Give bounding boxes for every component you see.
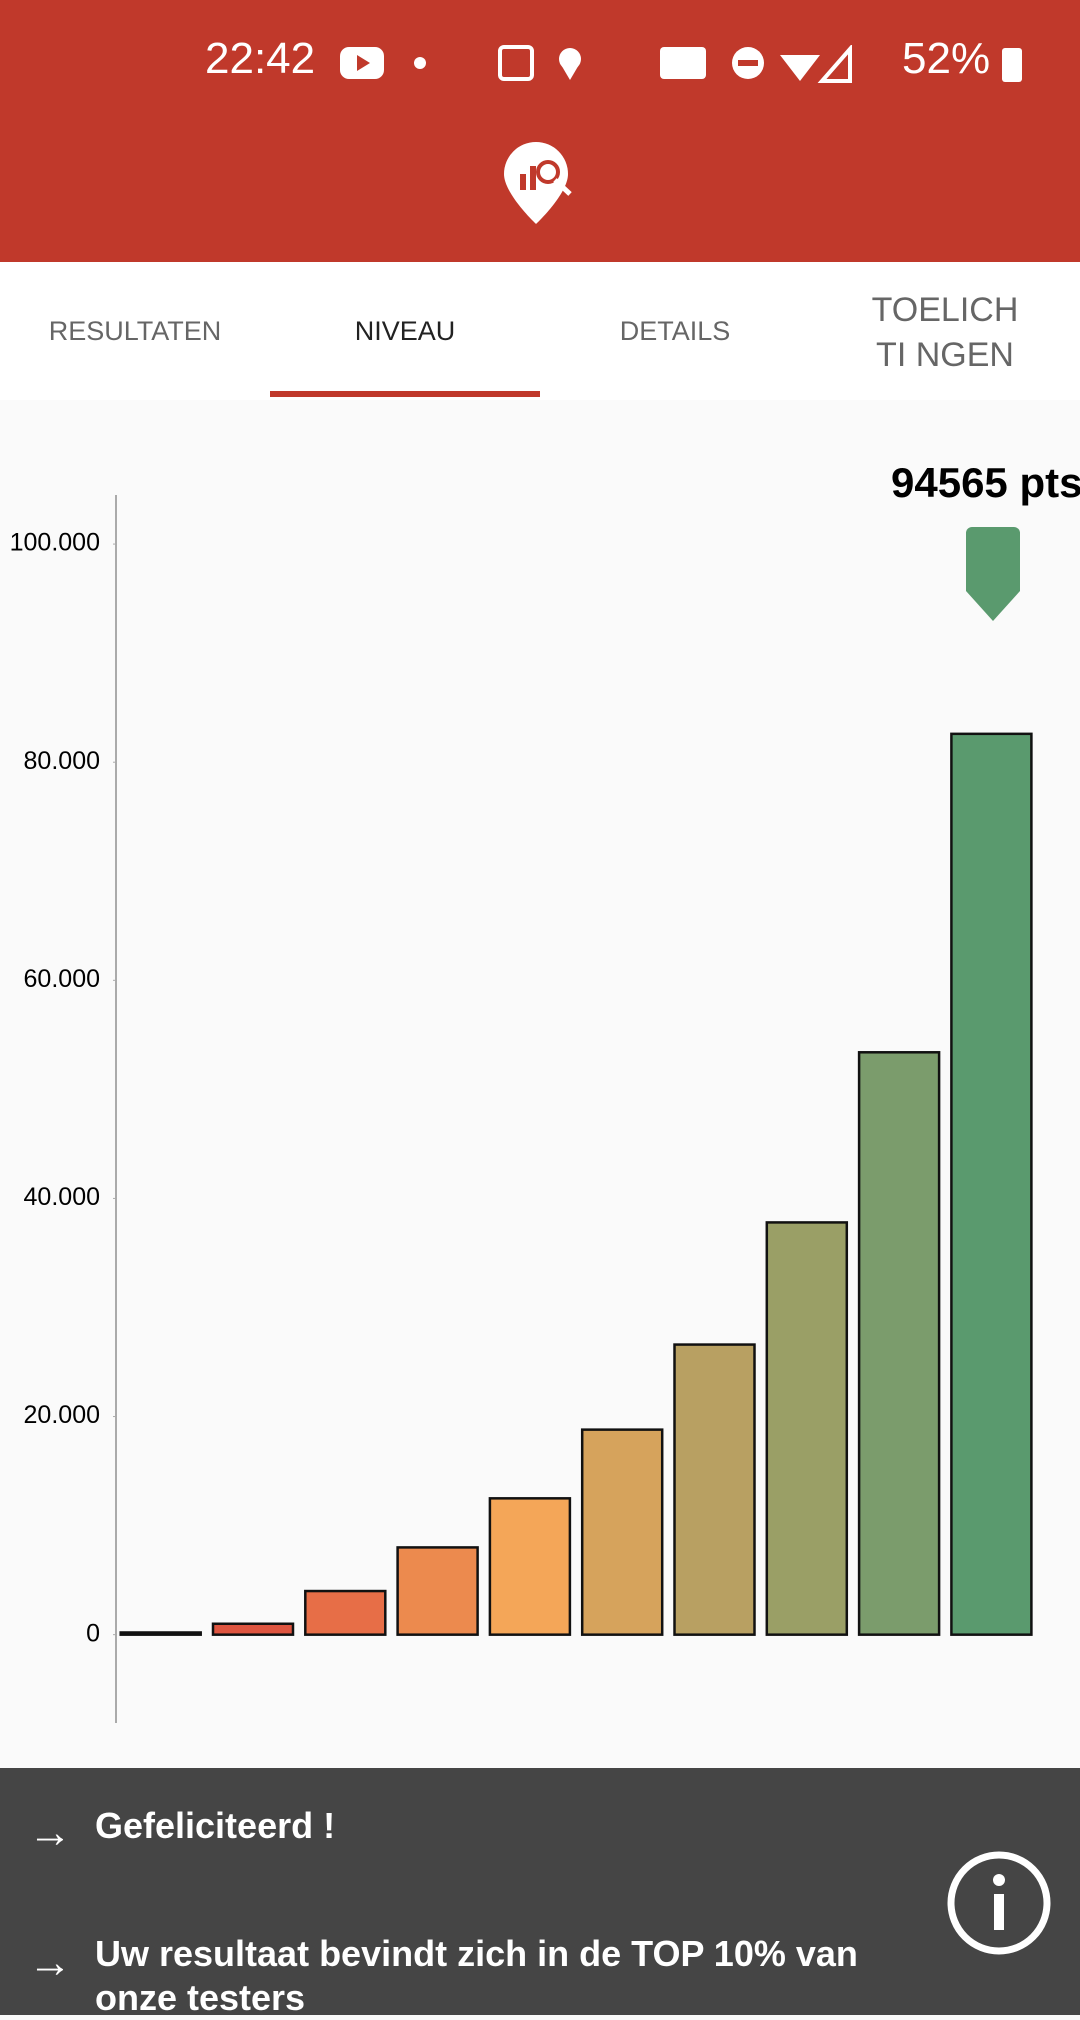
score-annotation: 94565 pts	[891, 459, 1080, 506]
tab[interactable]: TOELICHTI NGEN	[871, 291, 1019, 374]
chart: 94565 pts 0 20.000 40.000 60.000 80.000 100.0…	[10, 459, 1080, 1723]
tab-indicator	[270, 391, 540, 397]
bar	[119, 1631, 202, 1636]
bar	[211, 1622, 295, 1636]
bar	[765, 1221, 849, 1636]
status-icons	[340, 45, 852, 83]
bar	[950, 732, 1033, 1636]
y-tick-label: 80.000	[24, 747, 100, 775]
message: Uw resultaat bevindt zich in de TOP 10% …	[95, 1933, 858, 2018]
y-tick-label: 100.000	[10, 529, 100, 557]
score-marker	[966, 527, 1020, 621]
message: Gefeliciteerd !	[95, 1805, 336, 1846]
bar	[304, 1589, 387, 1636]
arrow-icon: →	[28, 1938, 72, 1987]
arrow-icon: →	[28, 1808, 72, 1857]
y-tick-label: 20.000	[24, 1401, 100, 1429]
app-header: 22:42 52%	[0, 0, 1080, 262]
tab-active[interactable]: NIVEAU	[354, 316, 456, 346]
y-tick-label: 40.000	[24, 1183, 100, 1211]
tab[interactable]: DETAILS	[619, 316, 731, 346]
y-tick-label: 60.000	[24, 965, 100, 993]
app-logo	[504, 142, 572, 224]
bar	[857, 1051, 941, 1636]
info-button[interactable]	[946, 1850, 1052, 1956]
tab[interactable]: RESULTATEN	[48, 316, 222, 346]
bar	[580, 1428, 664, 1636]
y-tick-label: 0	[86, 1619, 100, 1647]
bar	[488, 1497, 572, 1636]
message-panel: → Gefeliciteerd ! → Uw resultaat bevindt…	[0, 1768, 1080, 2018]
status-battery: 52%	[902, 34, 991, 83]
battery-icon	[1002, 48, 1022, 82]
status-time: 22:42	[205, 34, 316, 83]
bar	[396, 1546, 479, 1636]
tab-bar: RESULTATEN NIVEAU DETAILS TOELICHTI NGEN	[0, 262, 1080, 400]
bar	[673, 1343, 756, 1636]
